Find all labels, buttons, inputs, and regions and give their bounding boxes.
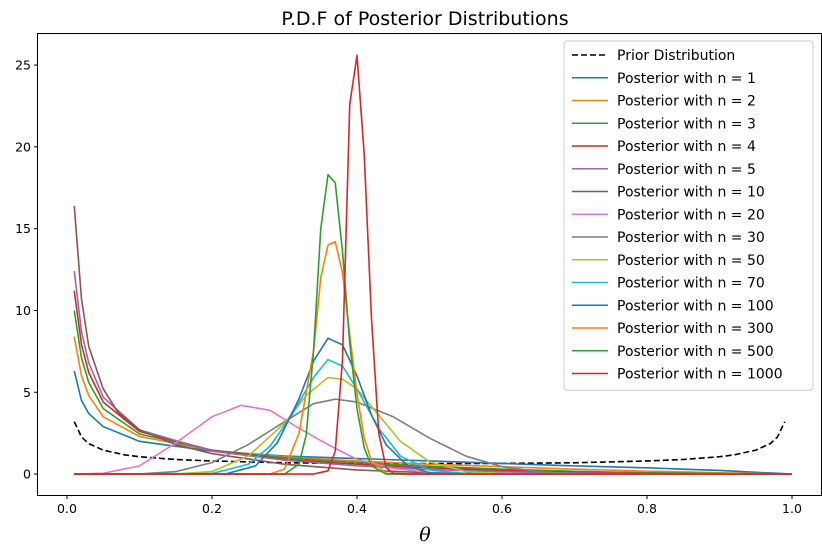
x-tick-label: 1.0 xyxy=(782,501,802,516)
legend-label: Posterior with n = 2 xyxy=(617,94,756,110)
x-tick-label: 0.2 xyxy=(202,501,222,516)
legend-label: Posterior with n = 1 xyxy=(617,71,756,87)
legend-label: Posterior with n = 50 xyxy=(617,253,765,269)
y-tick-label: 0 xyxy=(23,467,31,482)
legend-label: Posterior with n = 1000 xyxy=(617,367,783,383)
y-tick-label: 10 xyxy=(15,303,31,318)
chart-title: P.D.F of Posterior Distributions xyxy=(281,8,568,30)
x-axis-ticks: 0.0 0.2 0.4 0.6 0.8 1.0 xyxy=(57,495,802,516)
x-tick-label: 0.6 xyxy=(492,501,512,516)
legend-label: Posterior with n = 30 xyxy=(617,230,765,246)
y-tick-label: 15 xyxy=(15,221,31,236)
x-axis-label: θ xyxy=(419,524,431,546)
y-tick-label: 20 xyxy=(15,139,31,154)
legend-label: Posterior with n = 20 xyxy=(617,207,765,223)
legend-label: Posterior with n = 3 xyxy=(617,116,756,132)
legend-label: Posterior with n = 70 xyxy=(617,276,765,292)
legend-label: Posterior with n = 300 xyxy=(617,321,774,337)
series-lines xyxy=(73,54,793,475)
y-tick-label: 5 xyxy=(23,385,31,400)
legend-label: Posterior with n = 500 xyxy=(617,344,774,360)
x-tick-label: 0.0 xyxy=(57,501,77,516)
x-tick-label: 0.4 xyxy=(347,501,367,516)
legend-label: Posterior with n = 4 xyxy=(617,139,756,155)
chart-legend: Prior Distribution Posterior with n = 1 Po… xyxy=(563,40,814,391)
legend-box xyxy=(563,40,814,391)
y-axis-ticks: 0 5 10 15 20 25 xyxy=(15,58,38,482)
legend-label: Posterior with n = 10 xyxy=(617,185,765,201)
legend-label: Posterior with n = 100 xyxy=(617,298,774,314)
legend-label: Posterior with n = 5 xyxy=(617,162,756,178)
x-tick-label: 0.8 xyxy=(637,501,657,516)
legend-label: Prior Distribution xyxy=(617,48,735,64)
series-line-14 xyxy=(74,54,792,475)
y-tick-label: 25 xyxy=(15,58,31,73)
